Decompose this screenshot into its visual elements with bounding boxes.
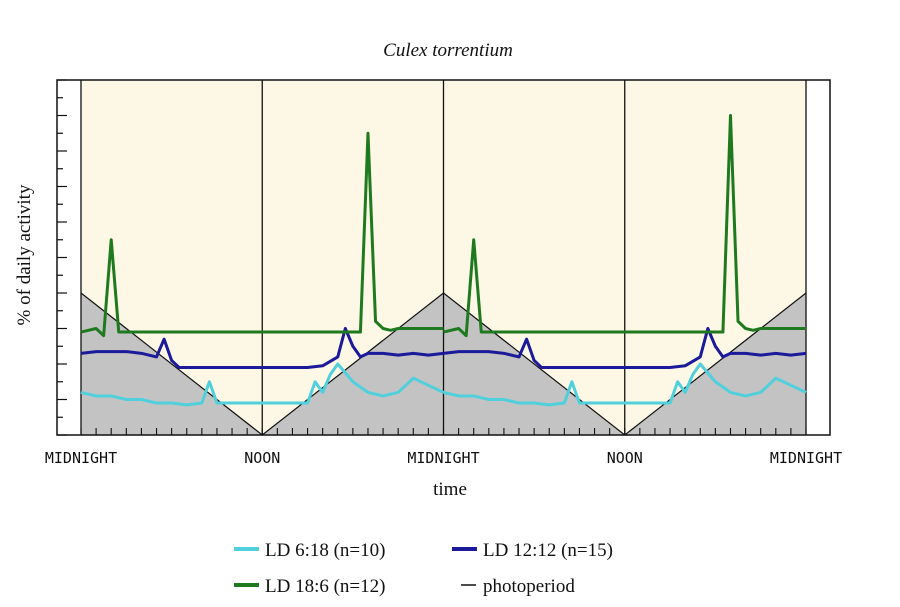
legend-label-ld-18-6: LD 18:6 (n=12) <box>265 576 385 597</box>
x-tick-label: NOON <box>607 449 643 467</box>
legend-label-ld-12-12: LD 12:12 (n=15) <box>483 540 613 561</box>
series-line-ld-12-12 <box>80 327 444 370</box>
series-line-ld-6-18 <box>80 362 445 407</box>
x-axis-label: time <box>433 479 467 500</box>
x-axis-ticks <box>80 428 807 435</box>
y-axis-label: % of daily activity <box>14 184 35 325</box>
legend-label-ld-6-18: LD 6:18 (n=10) <box>265 540 385 561</box>
x-tick-label: MIDNIGHT <box>407 449 479 467</box>
series-line-ld-18-6 <box>80 131 444 338</box>
x-tick-label: MIDNIGHT <box>45 449 117 467</box>
plot-area <box>56 79 831 436</box>
chart-title: Culex torrentium <box>383 40 513 61</box>
series-line-ld-18-6 <box>443 114 806 338</box>
x-tick-label: MIDNIGHT <box>770 449 842 467</box>
y-axis-ticks <box>57 79 67 436</box>
series-line-ld-6-18 <box>443 362 807 407</box>
photoperiod-line <box>80 292 807 436</box>
x-tick-labels: MIDNIGHT NOON MIDNIGHT NOON MIDNIGHT <box>45 449 842 467</box>
gridlines <box>80 80 807 435</box>
legend: LD 6:18 (n=10) LD 12:12 (n=15) LD 18:6 (… <box>234 540 613 597</box>
series-line-ld-12-12 <box>443 327 807 370</box>
x-tick-label: NOON <box>244 449 280 467</box>
series-group <box>80 114 807 407</box>
legend-label-photoperiod: photoperiod <box>483 576 575 597</box>
